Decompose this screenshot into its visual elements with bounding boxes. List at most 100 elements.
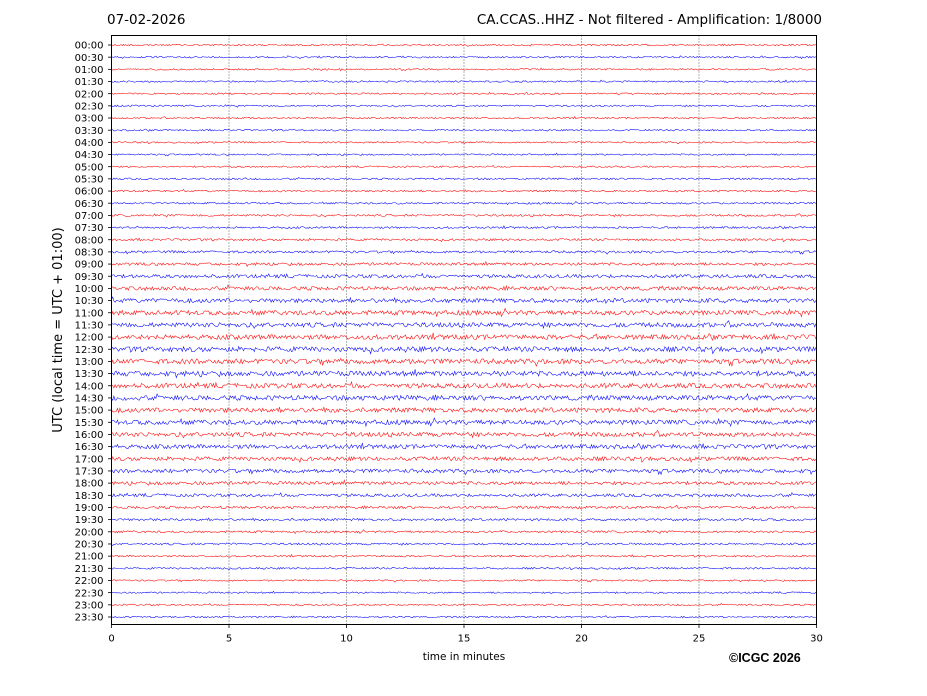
x-tick-label: 30 bbox=[810, 634, 823, 645]
x-tick-label: 5 bbox=[226, 634, 232, 645]
y-tick-label: 11:00 bbox=[75, 308, 104, 319]
trace-row bbox=[111, 529, 817, 535]
trace-row bbox=[111, 237, 817, 243]
trace-row bbox=[111, 320, 817, 330]
trace-row bbox=[111, 468, 817, 476]
y-tick-label: 03:30 bbox=[75, 126, 104, 137]
y-tick-label: 02:00 bbox=[75, 89, 104, 100]
y-tick-label: 22:00 bbox=[75, 576, 104, 587]
y-tick-label: 17:00 bbox=[75, 454, 104, 465]
y-tick-label: 04:00 bbox=[75, 138, 104, 149]
trace-row bbox=[111, 225, 817, 230]
y-tick-label: 15:00 bbox=[75, 406, 104, 417]
y-tick-label: 08:30 bbox=[75, 247, 104, 258]
y-tick-label: 01:00 bbox=[75, 65, 104, 76]
trace-row bbox=[111, 189, 817, 193]
trace-row bbox=[111, 345, 817, 355]
y-tick-label: 16:30 bbox=[75, 442, 104, 453]
y-tick-label: 20:30 bbox=[75, 540, 104, 551]
trace-row bbox=[111, 284, 817, 292]
x-axis-ticks: 0 5 10 15 20 25 30 bbox=[108, 624, 823, 645]
y-tick-label: 23:30 bbox=[75, 613, 104, 624]
trace-row bbox=[111, 392, 817, 402]
x-axis-label: time in minutes bbox=[423, 651, 505, 663]
trace-row bbox=[111, 566, 816, 571]
y-tick-label: 18:00 bbox=[75, 479, 104, 490]
trace-row bbox=[111, 213, 817, 218]
y-tick-label: 21:00 bbox=[75, 552, 104, 563]
trace-row bbox=[111, 296, 817, 304]
y-tick-label: 22:30 bbox=[75, 588, 104, 599]
trace-row bbox=[111, 579, 816, 583]
y-tick-label: 03:00 bbox=[75, 114, 104, 125]
y-tick-label: 05:30 bbox=[75, 174, 104, 185]
y-tick-label: 12:30 bbox=[75, 345, 104, 356]
y-tick-label: 14:00 bbox=[75, 381, 104, 392]
trace-row bbox=[111, 541, 816, 546]
y-tick-label: 02:30 bbox=[75, 101, 104, 112]
trace-row bbox=[111, 517, 817, 522]
trace-row bbox=[111, 116, 817, 120]
y-tick-label: 11:30 bbox=[75, 321, 104, 332]
trace-row bbox=[111, 128, 817, 133]
y-tick-label: 04:30 bbox=[75, 150, 104, 161]
y-tick-label: 14:30 bbox=[75, 394, 104, 405]
trace-row bbox=[111, 104, 817, 108]
y-tick-label: 07:00 bbox=[75, 211, 104, 222]
trace-row bbox=[111, 79, 816, 84]
x-gridlines bbox=[228, 35, 700, 625]
y-tick-label: 17:30 bbox=[75, 467, 104, 478]
trace-row bbox=[111, 455, 817, 464]
trace-row bbox=[111, 380, 817, 390]
trace-row bbox=[111, 307, 817, 318]
trace-row bbox=[111, 615, 816, 619]
trace-row bbox=[111, 369, 817, 379]
trace-row bbox=[111, 164, 816, 168]
y-tick-label: 16:00 bbox=[75, 430, 104, 441]
y-tick-label: 00:00 bbox=[75, 41, 104, 52]
y-tick-label: 10:00 bbox=[75, 284, 104, 295]
trace-row bbox=[111, 201, 817, 206]
trace-row bbox=[111, 55, 817, 60]
y-tick-label: 19:30 bbox=[75, 515, 104, 526]
trace-row bbox=[111, 442, 817, 450]
trace-row bbox=[111, 260, 817, 267]
y-tick-label: 07:30 bbox=[75, 223, 104, 234]
y-tick-label: 10:30 bbox=[75, 296, 104, 307]
trace-row bbox=[111, 152, 817, 157]
y-axis-label: UTC (local time = UTC + 01:00) bbox=[51, 227, 66, 432]
copyright-text: ©ICGC 2026 bbox=[729, 651, 801, 665]
trace-row bbox=[111, 141, 817, 145]
trace-row bbox=[111, 429, 816, 439]
y-tick-label: 06:00 bbox=[75, 187, 104, 198]
y-tick-label: 09:30 bbox=[75, 272, 104, 283]
y-tick-label: 18:30 bbox=[75, 491, 104, 502]
x-tick-label: 25 bbox=[693, 634, 706, 645]
trace-row bbox=[111, 357, 817, 368]
trace-row bbox=[111, 504, 817, 510]
trace-row bbox=[111, 417, 817, 428]
y-tick-label: 13:30 bbox=[75, 369, 104, 380]
y-tick-label: 23:00 bbox=[75, 600, 104, 611]
trace-row bbox=[111, 553, 817, 558]
trace-row bbox=[111, 176, 817, 181]
y-tick-label: 20:00 bbox=[75, 527, 104, 538]
y-tick-label: 06:30 bbox=[75, 199, 104, 210]
y-tick-label: 15:30 bbox=[75, 418, 104, 429]
y-tick-label: 05:00 bbox=[75, 162, 104, 173]
trace-row bbox=[111, 492, 817, 498]
trace-row bbox=[111, 590, 817, 594]
x-tick-label: 20 bbox=[575, 634, 588, 645]
trace-row bbox=[111, 67, 816, 72]
y-tick-label: 09:00 bbox=[75, 260, 104, 271]
trace-row bbox=[111, 91, 817, 95]
trace-row bbox=[111, 272, 816, 279]
chart-date: 07-02-2026 bbox=[107, 12, 186, 28]
trace-row bbox=[111, 332, 817, 341]
y-tick-label: 13:00 bbox=[75, 357, 104, 368]
x-tick-label: 15 bbox=[458, 634, 471, 645]
trace-row bbox=[111, 603, 816, 607]
trace-row bbox=[111, 43, 816, 47]
y-tick-label: 12:00 bbox=[75, 333, 104, 344]
